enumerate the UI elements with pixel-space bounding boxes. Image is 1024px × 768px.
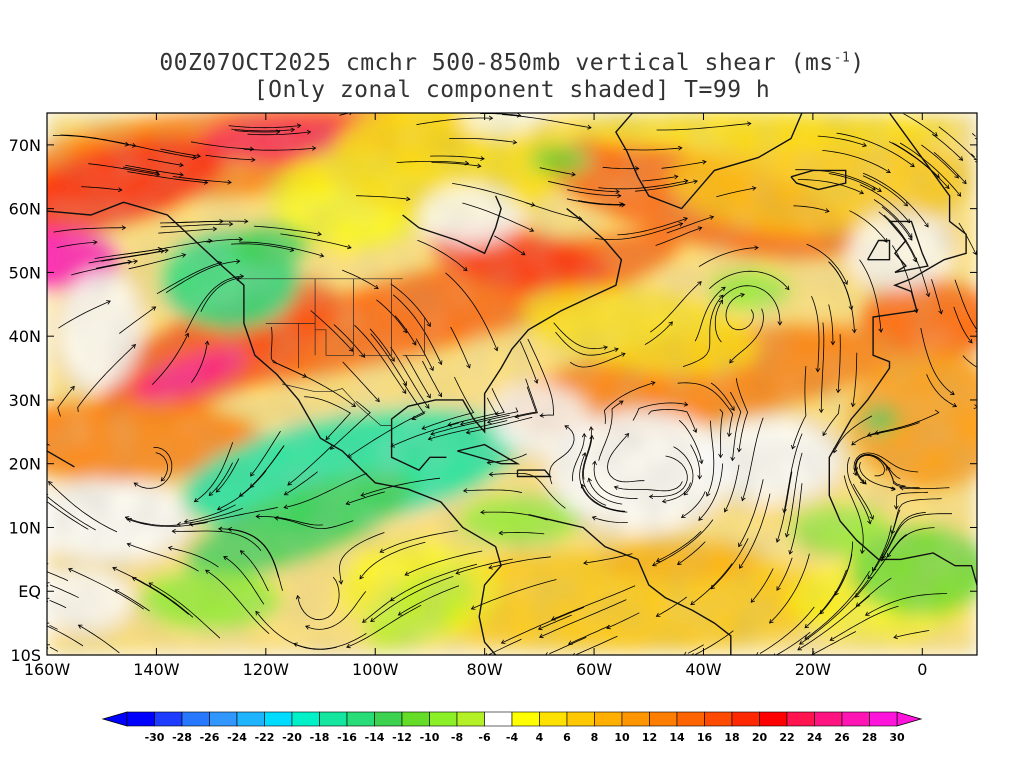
lon-label: 100W (352, 660, 399, 679)
title-units-superscript: -1 (833, 50, 851, 66)
colorbar-swatch (621, 711, 650, 727)
colorbar-tick-label: -26 (200, 731, 220, 744)
colorbar-swatch (154, 711, 183, 727)
colorbar-tick-label: 12 (642, 731, 657, 744)
colorbar-swatch (759, 711, 788, 727)
colorbar-swatch (566, 711, 595, 727)
colorbar-tick-label: -16 (337, 731, 357, 744)
colorbar-tick-label: -12 (392, 731, 412, 744)
colorbar-tick-label: 8 (591, 731, 599, 744)
colorbar-tick-label: -28 (172, 731, 192, 744)
colorbar-tick-label: 20 (752, 731, 768, 744)
colorbar-swatch (126, 711, 155, 727)
colorbar-tick-label: 18 (724, 731, 739, 744)
colorbar-swatch (401, 711, 430, 727)
colorbar-swatch (209, 711, 238, 727)
coastlines (47, 113, 977, 655)
colorbar-tick-label: -10 (420, 731, 440, 744)
colorbar-swatch (869, 711, 898, 727)
colorbar-swatch (539, 711, 568, 727)
map-area (47, 113, 977, 655)
colorbar-tick-label: 28 (862, 731, 877, 744)
title-units-close: ) (850, 50, 865, 76)
colorbar-tick-label: 4 (536, 731, 544, 744)
colorbar-tick-label: 10 (614, 731, 630, 744)
colorbar-swatch (429, 711, 458, 727)
lat-label: 10N (9, 518, 41, 537)
colorbar-tick-label: 16 (697, 731, 713, 744)
colorbar-tick-label: 24 (807, 731, 823, 744)
lon-label: 0 (917, 660, 927, 679)
lat-label: 20N (9, 455, 41, 474)
colorbar-tick-label: -30 (145, 731, 165, 744)
colorbar-tick-label: 26 (834, 731, 850, 744)
colorbar-swatch (731, 711, 760, 727)
colorbar-tick-label: -20 (282, 731, 302, 744)
colorbar-swatch (236, 711, 265, 727)
colorbar-tick-label: 30 (889, 731, 905, 744)
colorbar-swatch (456, 711, 485, 727)
colorbar-swatch (484, 711, 513, 727)
colorbar-tick-label: 22 (779, 731, 794, 744)
colorbar-min-arrow (101, 711, 128, 727)
lon-label: 20W (795, 660, 831, 679)
lon-label: 140W (133, 660, 180, 679)
colorbar-swatch (841, 711, 870, 727)
colorbar-tick-label: -22 (255, 731, 275, 744)
lat-label: 70N (9, 136, 41, 155)
colorbar-tick-label: -4 (506, 731, 519, 744)
lat-label: 60N (9, 200, 41, 219)
lon-label: 60W (576, 660, 612, 679)
colorbar-tick-label: -18 (310, 731, 330, 744)
colorbar-max-arrow (896, 711, 923, 727)
colorbar-tick-label: -8 (451, 731, 463, 744)
colorbar-swatch (319, 711, 348, 727)
colorbar-swatch (264, 711, 293, 727)
colorbar-swatch (649, 711, 678, 727)
colorbar-swatch (511, 711, 540, 727)
lon-label: 120W (243, 660, 290, 679)
colorbar-swatch (676, 711, 705, 727)
title-main-text: 00Z07OCT2025 cmchr 500-850mb vertical sh… (159, 50, 834, 76)
lat-label: EQ (18, 582, 41, 601)
lon-label: 40W (685, 660, 721, 679)
streamlines (47, 113, 977, 655)
map-frame (46, 112, 978, 656)
colorbar-tick-label: -14 (365, 731, 385, 744)
chart-title-line2: [Only zonal component shaded] T=99 h (253, 77, 771, 103)
colorbar: -30 -28 -26 -24 -22 -20 -18 -16 -14 -12 -10 -8 -6 -4 4… (101, 711, 923, 744)
colorbar-tick-label: -6 (478, 731, 491, 744)
colorbar-swatch (704, 711, 733, 727)
lat-label: 10S (10, 646, 41, 665)
colorbar-swatch (374, 711, 403, 727)
colorbar-swatch (814, 711, 843, 727)
lat-label: 30N (9, 391, 41, 410)
colorbar-swatch (786, 711, 815, 727)
colorbar-swatch (594, 711, 623, 727)
lon-label: 80W (467, 660, 503, 679)
chart-title-line1: 00Z07OCT2025 cmchr 500-850mb vertical sh… (0, 50, 1024, 76)
lon-label: 160W (24, 660, 71, 679)
colorbar-tick-label: 6 (563, 731, 571, 744)
colorbar-swatch (346, 711, 375, 727)
colorbar-tick-label: 14 (669, 731, 685, 744)
lat-label: 50N (9, 263, 41, 282)
colorbar-swatch (181, 711, 210, 727)
colorbar-tick-label: -24 (227, 731, 247, 744)
colorbar-swatch (291, 711, 320, 727)
lat-label: 40N (9, 327, 41, 346)
